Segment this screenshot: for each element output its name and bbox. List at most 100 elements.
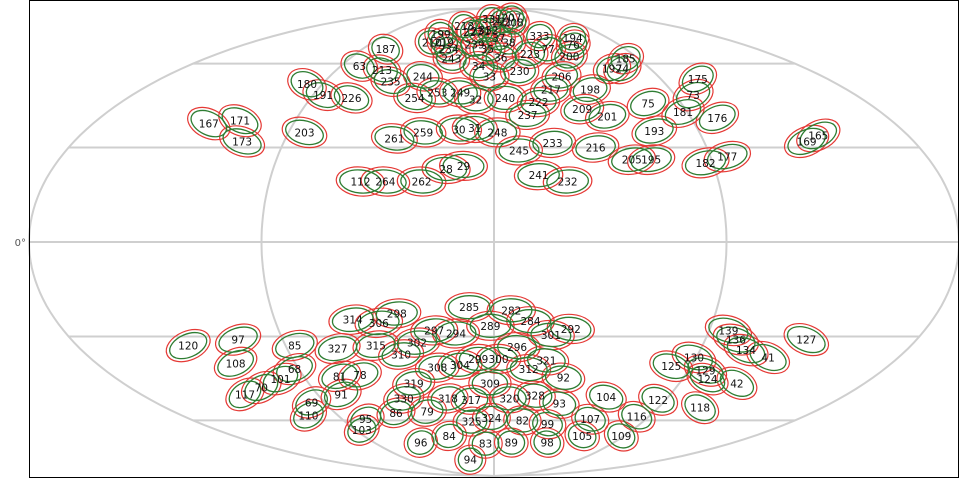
field-308-inner-ellipse (418, 355, 457, 380)
field-label-97: 97 (231, 335, 244, 347)
field-label-319: 319 (404, 378, 424, 390)
field-127-outer-ellipse (783, 323, 830, 357)
field-label-333: 333 (529, 31, 549, 43)
field-195-outer-ellipse (627, 144, 676, 176)
field-label-297: 297 (424, 325, 444, 337)
field-label-299: 299 (468, 354, 488, 366)
field-label-318: 318 (438, 393, 458, 405)
field-label-176: 176 (707, 113, 727, 125)
field-284-inner-ellipse (509, 309, 552, 334)
field-label-120: 120 (178, 341, 198, 353)
field-120-inner-ellipse (169, 331, 208, 360)
field-label-309: 309 (480, 378, 500, 390)
field-176-outer-ellipse (695, 101, 740, 135)
field-label-332: 332 (478, 25, 498, 37)
field-187-outer-ellipse (367, 33, 404, 65)
field-label-177: 177 (717, 152, 737, 164)
field-38-inner-ellipse (494, 30, 523, 55)
field-label-244: 244 (413, 71, 433, 83)
field-label-264: 264 (375, 177, 395, 189)
field-259-outer-ellipse (399, 117, 447, 148)
field-label-104: 104 (596, 392, 616, 404)
field-245-inner-ellipse (498, 138, 540, 163)
field-label-317: 317 (461, 395, 481, 407)
field-333-outer-ellipse (522, 20, 557, 52)
field-label-296: 296 (507, 342, 527, 354)
field-label-192: 192 (602, 64, 622, 76)
field-label-118: 118 (690, 403, 710, 415)
field-label-127: 127 (796, 335, 816, 347)
field-104-outer-ellipse (585, 381, 627, 413)
field-99-inner-ellipse (532, 411, 563, 437)
field-label-306: 306 (369, 318, 389, 330)
field-243-outer-ellipse (432, 43, 471, 74)
field-180-outer-ellipse (287, 67, 327, 101)
field-308-outer-ellipse (414, 352, 460, 383)
field-116-inner-ellipse (621, 403, 653, 430)
field-136-outer-ellipse (712, 323, 760, 356)
field-label-185: 185 (616, 54, 636, 66)
field-118-inner-ellipse (684, 394, 716, 422)
field-103-outer-ellipse (343, 414, 380, 446)
field-192-inner-ellipse (596, 55, 628, 82)
field-label-249: 249 (450, 87, 470, 99)
field-label-167: 167 (199, 119, 219, 131)
field-171-outer-ellipse (218, 104, 262, 138)
field-label-34: 34 (472, 61, 486, 73)
field-label-321: 321 (536, 355, 556, 367)
field-112-inner-ellipse (339, 169, 382, 194)
field-89-inner-ellipse (497, 430, 526, 455)
field-label-206: 206 (551, 71, 571, 83)
field-191-outer-ellipse (302, 79, 344, 112)
field-label-243: 243 (441, 54, 461, 66)
field-230-outer-ellipse (499, 56, 540, 87)
field-label-331: 331 (482, 14, 502, 26)
field-label-96: 96 (414, 438, 428, 450)
field-109-inner-ellipse (607, 423, 636, 449)
field-198-outer-ellipse (569, 74, 611, 106)
field-107-inner-ellipse (574, 406, 606, 432)
field-97-outer-ellipse (214, 323, 262, 356)
field-label-95: 95 (359, 414, 372, 426)
field-label-314: 314 (343, 315, 363, 327)
field-301-inner-ellipse (530, 322, 572, 348)
field-70-outer-ellipse (240, 370, 282, 405)
field-241-outer-ellipse (513, 160, 564, 191)
field-78-inner-ellipse (341, 362, 379, 388)
field-230-inner-ellipse (503, 59, 536, 84)
field-91-inner-ellipse (323, 381, 359, 408)
field-label-125: 125 (661, 361, 681, 373)
field-205-inner-ellipse (611, 147, 653, 173)
field-label-304: 304 (450, 360, 470, 372)
field-label-109: 109 (611, 431, 631, 443)
field-139-inner-ellipse (708, 317, 749, 344)
inner-ellipses (169, 5, 838, 472)
field-label-216: 216 (586, 143, 606, 155)
field-label-282: 282 (501, 305, 521, 317)
field-175-outer-ellipse (678, 62, 718, 96)
field-label-308: 308 (427, 363, 447, 375)
field-262-outer-ellipse (396, 166, 447, 197)
field-label-134: 134 (736, 345, 756, 357)
field-169-outer-ellipse (783, 124, 830, 159)
field-223-inner-ellipse (515, 41, 546, 67)
field-label-233: 233 (542, 138, 562, 150)
field-237-outer-ellipse (505, 99, 551, 131)
field-label-209: 209 (572, 104, 592, 116)
field-180-inner-ellipse (290, 71, 324, 98)
field-label-35: 35 (481, 44, 494, 56)
field-176-inner-ellipse (698, 104, 736, 132)
field-321-inner-ellipse (526, 348, 566, 373)
field-208-inner-ellipse (501, 10, 527, 35)
field-98-outer-ellipse (529, 427, 565, 458)
field-label-74: 74 (616, 64, 630, 76)
field-label-227: 227 (463, 27, 483, 39)
field-41-inner-ellipse (749, 343, 787, 372)
field-173-inner-ellipse (222, 128, 262, 155)
field-label-92: 92 (557, 373, 570, 385)
field-label-325: 325 (462, 417, 482, 429)
field-label-327: 327 (328, 344, 348, 356)
field-134-inner-ellipse (726, 336, 766, 364)
field-label-294: 294 (446, 329, 466, 341)
field-29-inner-ellipse (442, 153, 485, 179)
